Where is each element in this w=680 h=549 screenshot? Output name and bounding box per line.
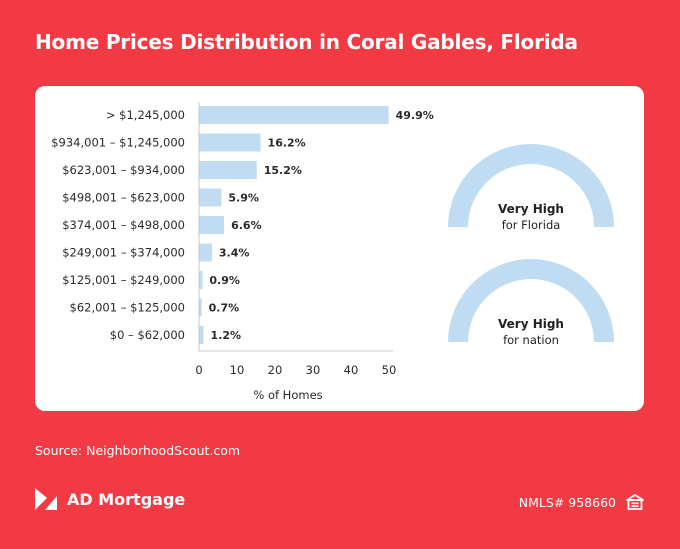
category-label: $125,001 – $249,000: [62, 273, 185, 287]
data-label: 15.2%: [264, 164, 302, 177]
ad-mortgage-logo-icon: [35, 488, 57, 510]
equal-housing-icon: [626, 494, 644, 510]
data-label: 16.2%: [268, 137, 306, 150]
bar: [199, 298, 202, 317]
category-label: $498,001 – $623,000: [62, 191, 185, 205]
data-label: 5.9%: [228, 192, 259, 205]
brand: AD Mortgage: [35, 488, 185, 510]
data-label: 0.9%: [209, 274, 240, 287]
data-label: 6.6%: [231, 219, 262, 232]
data-label: 1.2%: [211, 329, 242, 342]
x-tick-label: 40: [344, 363, 359, 377]
category-label: $249,001 – $374,000: [62, 246, 185, 260]
gauge-arc: [448, 144, 614, 227]
gauge-level: Very High: [498, 202, 564, 216]
nmls-number: NMLS# 958660: [518, 494, 616, 510]
bar-chart: > $1,245,000 49.9% $934,001 – $1,245,000 16…: [51, 102, 614, 402]
bar: [199, 216, 225, 234]
bar: [199, 133, 261, 152]
data-label: 49.9%: [396, 109, 434, 122]
chart-card: > $1,245,000 49.9% $934,001 – $1,245,000 16…: [35, 86, 644, 411]
nmls: NMLS# 958660: [519, 494, 644, 510]
category-label: > $1,245,000: [106, 108, 185, 122]
source-note: Source: NeighborhoodScout.com: [35, 443, 241, 458]
x-tick-label: 0: [195, 363, 202, 377]
gauge-arc: [448, 259, 614, 342]
data-label: 0.7%: [209, 302, 240, 315]
x-tick-label: 10: [230, 363, 245, 377]
x-tick-label: 50: [382, 363, 397, 377]
bar: [199, 271, 203, 289]
bar: [199, 106, 389, 124]
gauge-scope: for nation: [503, 333, 559, 347]
category-label: $374,001 – $498,000: [62, 218, 185, 232]
bar: [199, 243, 212, 262]
bar: [199, 188, 222, 207]
bar: [199, 326, 204, 344]
data-label: 3.4%: [219, 247, 250, 260]
category-label: $934,001 – $1,245,000: [51, 136, 185, 150]
category-label: $62,001 – $125,000: [70, 301, 186, 315]
x-tick-label: 20: [268, 363, 283, 377]
x-tick-label: 30: [306, 363, 321, 377]
gauge-level: Very High: [498, 317, 564, 331]
category-label: $623,001 – $934,000: [62, 163, 185, 177]
x-axis-title: % of Homes: [253, 388, 322, 402]
brand-name: AD Mortgage: [67, 489, 186, 509]
gauge-scope: for Florida: [502, 218, 561, 232]
bar: [199, 161, 257, 179]
page-title: Home Prices Distribution in Coral Gables…: [35, 30, 578, 54]
category-label: $0 – $62,000: [110, 328, 185, 342]
